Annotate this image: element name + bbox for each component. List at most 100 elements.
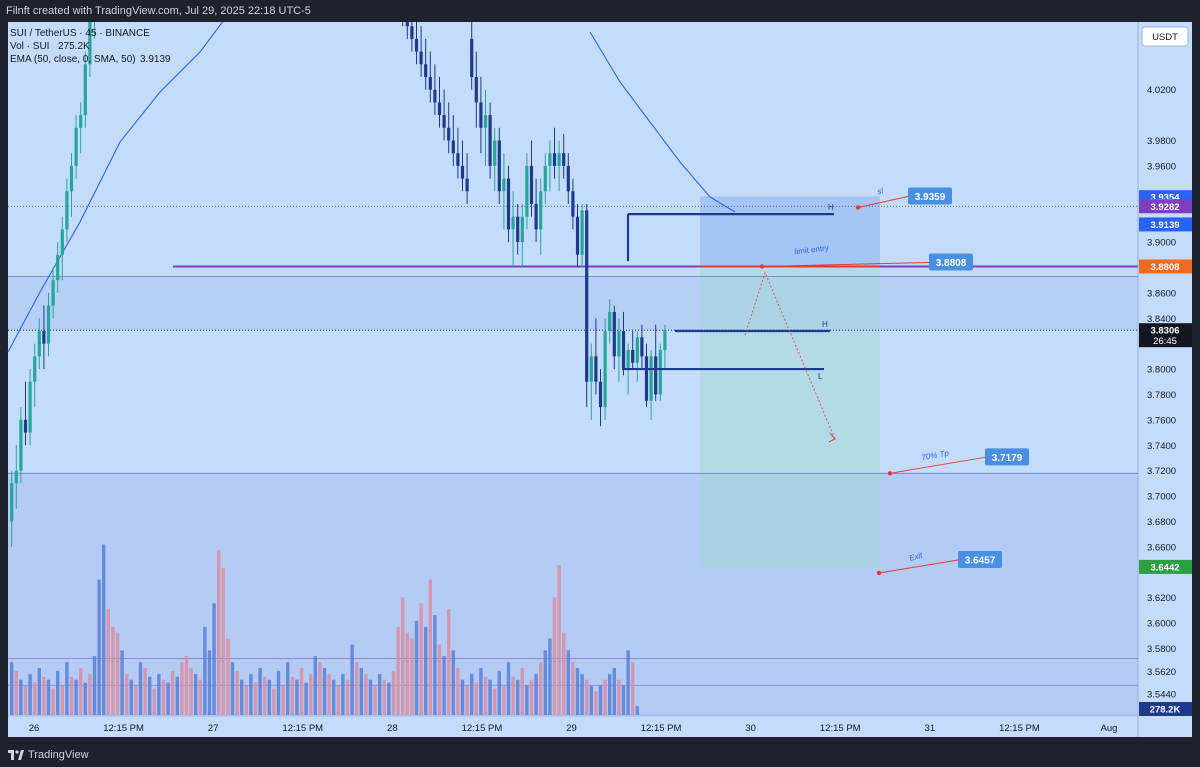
attribution-text: Filnft created with TradingView.com, Jul…	[6, 5, 311, 17]
volume-bar	[456, 667, 460, 715]
volume-bar	[111, 626, 115, 715]
volume-bar	[433, 615, 437, 715]
volume-bar	[635, 706, 639, 715]
volume-bar	[230, 662, 235, 715]
legend-symbol[interactable]: SUI / TetherUS · 45 · BINANCE	[10, 28, 150, 39]
volume-bar	[465, 685, 469, 715]
tradingview-logo[interactable]: TradingView	[8, 749, 89, 761]
plot-background[interactable]	[8, 22, 1138, 715]
level-mark-label: H	[822, 320, 828, 329]
volume-bar	[396, 626, 400, 715]
volume-bar	[120, 650, 124, 715]
candle-body	[649, 356, 653, 401]
candle-body	[437, 102, 442, 116]
annotation-value-box[interactable]	[929, 253, 973, 271]
volume-bar	[235, 670, 239, 715]
volume-bar	[617, 679, 621, 715]
annotation-anchor[interactable]	[876, 570, 882, 576]
candle-body	[520, 216, 524, 243]
volume-bar	[194, 673, 198, 715]
candle-body	[612, 311, 616, 357]
candle-body	[621, 330, 626, 370]
price-badge-value: 3.9354	[1150, 193, 1180, 204]
volume-bar	[143, 667, 147, 715]
annotation-value-box[interactable]	[985, 448, 1029, 466]
candle-body	[51, 280, 55, 306]
volume-bar	[106, 609, 110, 715]
volume-bar	[10, 662, 14, 715]
volume-bar	[83, 682, 87, 715]
volume-bar	[368, 679, 373, 715]
volume-bar	[258, 667, 262, 715]
candle-body	[589, 356, 593, 382]
candle-body	[74, 127, 78, 166]
volume-bar	[373, 685, 377, 715]
volume-bar	[603, 679, 607, 715]
candle-body	[33, 356, 37, 382]
annotation-value-box[interactable]	[908, 187, 952, 205]
candle-body	[644, 356, 649, 401]
volume-bar	[138, 662, 143, 715]
volume-bar	[28, 673, 32, 715]
volume-badge-value: 278.2K	[1150, 705, 1181, 716]
volume-bar	[571, 662, 575, 715]
price-tick-label: 3.8600	[1147, 288, 1176, 299]
candle-body	[442, 115, 446, 128]
volume-bar	[612, 667, 616, 715]
level-mark-label: H	[828, 203, 834, 212]
volume-bar	[134, 685, 138, 715]
chart-frame[interactable]: H H L 3.9359 sl 3.8808 limit entry 3.7179 70% Tp…	[0, 22, 1200, 745]
time-tick-label: 12:15 PM	[999, 723, 1040, 734]
price-tick-label: 3.5620	[1147, 667, 1176, 678]
volume-bar	[267, 679, 271, 715]
legend-volume-title: Vol · SUI	[10, 41, 49, 52]
candle-body	[19, 419, 23, 471]
volume-bar	[557, 565, 561, 715]
candle-body	[640, 337, 644, 357]
candle-body	[69, 165, 74, 192]
annotation-value-box[interactable]	[958, 551, 1002, 568]
annotation-anchor[interactable]	[887, 471, 893, 476]
candle-body	[414, 38, 419, 52]
volume-bar	[488, 679, 492, 715]
candle-body	[479, 102, 483, 128]
price-badge-value: 3.9139	[1150, 220, 1179, 231]
candle-body	[608, 311, 612, 331]
candle-body	[598, 381, 603, 408]
volume-bar	[281, 685, 285, 715]
volume-bar	[65, 662, 69, 715]
volume-bar	[506, 662, 511, 715]
currency-box[interactable]	[1141, 26, 1189, 47]
volume-bar	[226, 638, 230, 715]
annotation-anchor[interactable]	[759, 264, 765, 269]
volume-bar	[483, 676, 488, 715]
candle-body	[603, 330, 607, 408]
volume-bar	[166, 682, 170, 715]
volume-bar	[175, 676, 179, 715]
tradingview-wordmark: TradingView	[28, 749, 89, 761]
volume-bar	[33, 682, 37, 715]
volume-bar	[378, 673, 382, 715]
annotation-anchor[interactable]	[855, 205, 861, 210]
currency-label: USDT	[1152, 32, 1178, 43]
stop-loss-zone	[700, 196, 880, 267]
volume-bar	[92, 656, 97, 715]
volume-bar	[562, 632, 566, 715]
tradingview-logo-icon	[8, 750, 24, 760]
attribution-bar: Filnft created with TradingView.com, Jul…	[0, 0, 1200, 22]
volume-bar	[148, 676, 152, 715]
volume-bar	[566, 650, 570, 715]
annotation-value: 3.8808	[936, 258, 967, 269]
price-tick-label: 3.6200	[1147, 593, 1176, 604]
volume-bar	[387, 682, 391, 715]
volume-bar	[184, 656, 189, 715]
volume-bar	[401, 597, 405, 715]
volume-bar	[548, 638, 552, 715]
candle-body	[552, 153, 557, 166]
annotation-value: 3.7179	[992, 453, 1023, 464]
volume-bar	[529, 679, 534, 715]
projected-path-arrowhead	[828, 432, 836, 443]
time-tick-label: 12:15 PM	[103, 723, 144, 734]
volume-bar	[313, 656, 317, 715]
